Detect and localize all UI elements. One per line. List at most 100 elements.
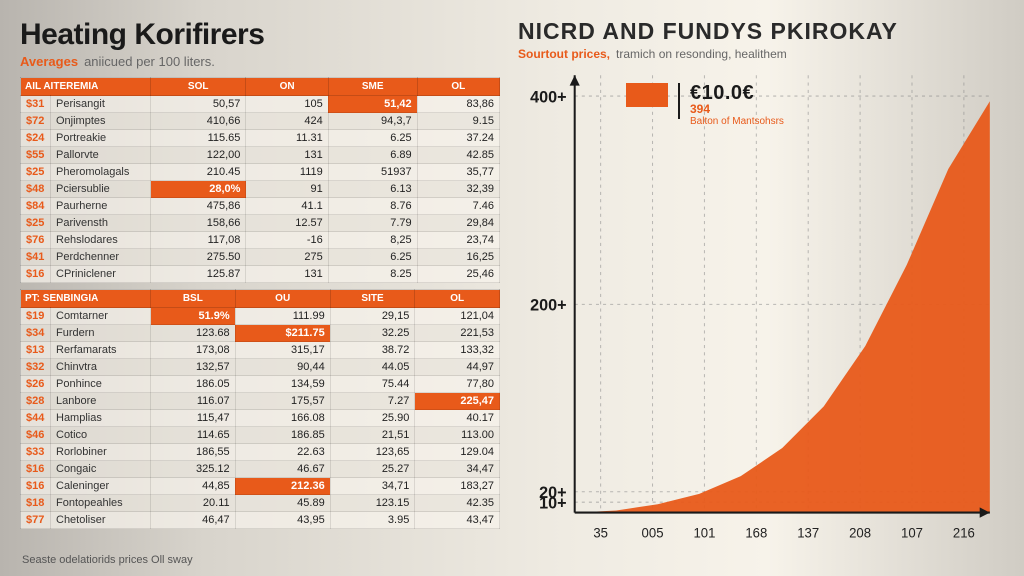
cell: 46,47 [151,512,236,529]
cell: 6.89 [328,147,417,164]
legend-swatch [626,83,668,107]
cell: 1119 [246,164,328,181]
svg-text:208: 208 [849,525,871,540]
row-name: Congaic [51,461,151,478]
row-id: $33 [21,444,51,461]
cell: 115,47 [151,410,236,427]
row-id: $46 [21,427,51,444]
row-id: $18 [21,495,51,512]
row-name: Cotico [51,427,151,444]
cell: 42.85 [417,147,499,164]
cell: 7.46 [417,198,499,215]
cell: 34,47 [415,461,500,478]
cell: 94,3,7 [328,113,417,130]
row-name: Ponhince [51,376,151,393]
cell: 9.15 [417,113,499,130]
cell: 475,86 [151,198,246,215]
cell: 44.05 [330,359,415,376]
row-name: Lanbore [51,393,151,410]
right-subtitle: Sourtout prices, tramich on resonding, h… [518,47,1004,61]
cell: 275.50 [151,249,246,266]
cell: 115.65 [151,130,246,147]
col-header: OU [235,290,330,308]
svg-text:35: 35 [593,525,608,540]
right-title: NICRD AND FUNDYS PKIROKAY [518,18,1004,45]
svg-text:101: 101 [693,525,715,540]
cell: 158,66 [151,215,246,232]
cell: 42.35 [415,495,500,512]
cell: 424 [246,113,328,130]
cell: 22.63 [235,444,330,461]
table-row: $44Hamplias115,47166.0825.9040.17 [21,410,500,427]
cell: 131 [246,147,328,164]
table-row: $16Congaic325.1246.6725.2734,47 [21,461,500,478]
cell: 123.68 [151,325,236,342]
table-row: $77Chetoliser46,4743,953.9543,47 [21,512,500,529]
table-row: $72Onjimptes410,6642494,3,79.15 [21,113,500,130]
cell: 105 [246,96,328,113]
cell: 114.65 [151,427,236,444]
cell: 32.25 [330,325,415,342]
cell: 221,53 [415,325,500,342]
table-row: $46Cotico114.65186.8521,51113.00 [21,427,500,444]
table-row: $19Comtarner51.9%111.9929,15121,04 [21,308,500,325]
cell: 183,27 [415,478,500,495]
table-row: $41Perdchenner275.502756.2516,25 [21,249,500,266]
cell: 123.15 [330,495,415,512]
left-subtitle-rest: aniicued per 100 liters. [84,54,215,69]
cell: 275 [246,249,328,266]
cell: 50,57 [151,96,246,113]
row-name: Portreakie [51,130,151,147]
cell: 121,04 [415,308,500,325]
cell: 166.08 [235,410,330,427]
row-id: $76 [21,232,51,249]
row-name: Fontopeahles [51,495,151,512]
cell: 186.05 [151,376,236,393]
svg-text:107: 107 [901,525,923,540]
price-table-2: PT: SENBINGIABSLOUSITEOL $19Comtarner51.… [20,289,500,529]
cell: 132,57 [151,359,236,376]
cell: 210.45 [151,164,246,181]
row-id: $31 [21,96,51,113]
table-row: $55Pallorvte122,001316.8942.85 [21,147,500,164]
table-row: $24Portreakie115.6511.316.2537.24 [21,130,500,147]
row-name: Hamplias [51,410,151,427]
cell: 131 [246,266,328,283]
cell: 212.36 [235,478,330,495]
cell: 123,65 [330,444,415,461]
row-name: Paurherne [51,198,151,215]
table-row: $48Pciersublie28,0%916.1332,39 [21,181,500,198]
svg-text:400+: 400+ [530,88,566,106]
row-id: $84 [21,198,51,215]
row-name: Chinvtra [51,359,151,376]
cell: 3.95 [330,512,415,529]
col-header: SOL [151,78,246,96]
cell: 35,77 [417,164,499,181]
table-row: $25Parivensth158,6612.577.7929,84 [21,215,500,232]
cell: 175,57 [235,393,330,410]
right-subtitle-rest: tramich on resonding, healithem [616,47,787,61]
col-header: ON [246,78,328,96]
row-name: Perdchenner [51,249,151,266]
row-name: Parivensth [51,215,151,232]
row-id: $77 [21,512,51,529]
cell: 25.90 [330,410,415,427]
cell: 75.44 [330,376,415,393]
cell: 51,42 [328,96,417,113]
cell: 28,0% [151,181,246,198]
row-id: $16 [21,461,51,478]
table-row: $13Rerfamarats173,08315,1738.72133,32 [21,342,500,359]
cell: 116.07 [151,393,236,410]
legend-value-mid: 394 [690,103,784,115]
table-row: $26Ponhince186.05134,5975.4477,80 [21,376,500,393]
cell: 186.85 [235,427,330,444]
col-header: SME [328,78,417,96]
left-title: Heating Korifirers [20,18,500,52]
cell: 43,95 [235,512,330,529]
row-id: $41 [21,249,51,266]
cell: 40.17 [415,410,500,427]
row-id: $32 [21,359,51,376]
footnote: Seaste odelatiorids prices Oll sway [22,554,193,566]
chart-legend: €10.0€ 394 Balton of Mantsohsrs [626,83,784,127]
cell: 46.67 [235,461,330,478]
